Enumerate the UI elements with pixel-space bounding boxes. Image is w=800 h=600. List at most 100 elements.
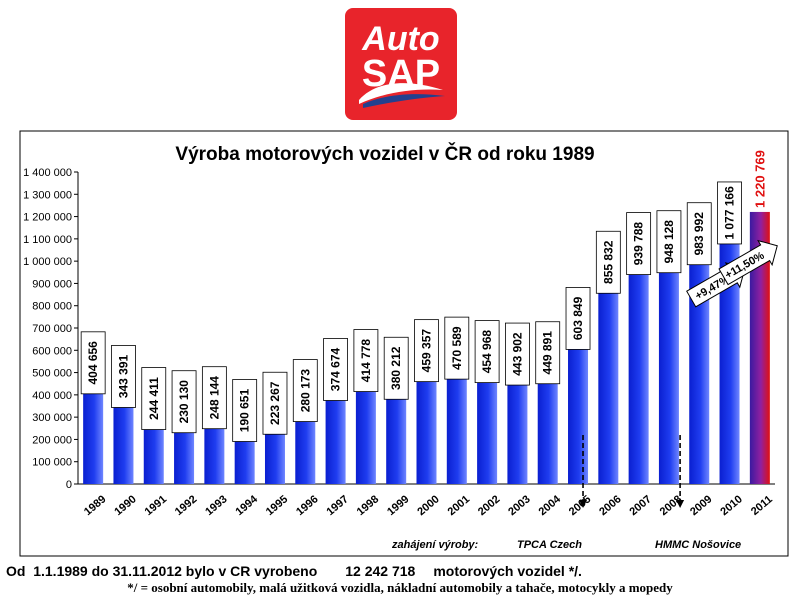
bar-1994 (234, 441, 255, 484)
value-label-2009: 983 992 (692, 212, 706, 256)
bar-2010 (719, 243, 740, 484)
value-box-1989 (80, 331, 106, 395)
bar-1993 (204, 428, 225, 484)
bar-1997 (325, 400, 346, 484)
value-box-1992 (171, 370, 197, 434)
bar-1998 (355, 391, 376, 484)
value-label-2005: 603 849 (571, 296, 585, 340)
bar-2007 (628, 274, 649, 484)
value-box-2007 (626, 212, 652, 275)
y-tick-label: 1 100 000 (23, 234, 72, 246)
annotation-tpca: TPCA Czech (517, 539, 582, 551)
value-box-2010 (717, 181, 742, 245)
value-label-1993: 248 144 (207, 376, 221, 420)
tpca-marker-line-arrowhead (579, 500, 588, 508)
autosap-logo: Auto SAP (345, 8, 457, 120)
value-box-2006 (595, 230, 621, 294)
bar-1989 (83, 393, 104, 484)
y-tick-label: 500 000 (32, 368, 72, 380)
bar-2006 (598, 293, 619, 484)
bar-2000 (416, 381, 437, 484)
value-label-1998: 414 778 (359, 339, 373, 383)
value-label-2006: 855 832 (601, 240, 615, 284)
y-axis: 0 100 000 200 000 300 000 400 000 500 000 600 … (23, 167, 775, 491)
summary-total: 12 242 718 (345, 563, 416, 579)
value-label-1991: 244 411 (147, 377, 161, 420)
annotation-hmmc: HMMC Nošovice (655, 539, 741, 551)
y-tick-label: 300 000 (32, 412, 72, 424)
bar-1996 (295, 421, 316, 484)
bar-1999 (386, 399, 407, 484)
summary-line: Od 1.1.1989 do 31.11.2012 bylo v CR vyro… (6, 563, 796, 581)
value-box-1994 (232, 379, 258, 442)
y-tick-label: 600 000 (32, 345, 72, 357)
y-tick-label: 1 200 000 (23, 212, 72, 224)
value-box-2003 (505, 322, 530, 386)
bar-1991 (143, 429, 164, 484)
bar-1992 (174, 432, 195, 484)
value-label-2008: 948 128 (662, 220, 676, 264)
value-box-1999 (383, 336, 409, 400)
value-box-2001 (444, 316, 470, 380)
bar-2011 (749, 211, 770, 484)
value-box-1990 (111, 345, 136, 408)
bars: 404 656 343 391 244 411 230 130 248 144 190 6… (80, 150, 770, 484)
value-box-2008 (656, 210, 682, 274)
value-box-2009 (686, 202, 712, 266)
value-box-2004 (535, 321, 561, 385)
value-box-1995 (262, 371, 288, 435)
summary-text: Od 1.1.1989 do 31.11.2012 bylo v CR vyro… (6, 563, 318, 579)
bar-2009 (689, 264, 710, 484)
value-label-1999: 380 212 (389, 346, 403, 390)
value-label-1994: 190 651 (238, 389, 252, 433)
logo-line1: Auto (361, 20, 439, 58)
value-label-2007: 939 788 (632, 222, 646, 266)
bar-2008 (658, 272, 679, 484)
footnote: */ = osobní automobily, malá užitková vo… (127, 580, 673, 595)
value-label-1990: 343 391 (116, 354, 130, 398)
value-label-2004: 449 891 (541, 331, 555, 375)
bar-1990 (113, 407, 134, 484)
value-box-1996 (292, 359, 318, 422)
chart-title: Výroba motorových vozidel v ČR od roku 1… (175, 143, 594, 165)
bar-2004 (537, 383, 558, 484)
value-label-1995: 223 267 (268, 381, 282, 425)
value-label-2011: 1 220 769 (752, 150, 767, 208)
summary-suffix: motorových vozidel */. (433, 563, 582, 579)
y-tick-label: 900 000 (32, 278, 72, 290)
production-chart: Výroba motorových vozidel v ČR od roku 1… (19, 130, 789, 557)
value-label-2003: 443 902 (510, 332, 524, 376)
value-label-1989: 404 656 (86, 341, 100, 385)
value-label-2001: 470 589 (450, 326, 464, 370)
y-tick-label: 400 000 (32, 390, 72, 402)
y-tick-label: 0 (66, 479, 72, 491)
value-box-1997 (323, 338, 348, 401)
bar-2001 (446, 379, 467, 484)
y-tick-label: 1 300 000 (23, 189, 72, 201)
value-label-2000: 459 357 (420, 329, 434, 373)
y-tick-label: 700 000 (32, 323, 72, 335)
hmmc-marker-line-arrowhead (676, 500, 685, 508)
bar-2005 (568, 349, 589, 484)
value-label-2010: 1 077 166 (723, 186, 737, 240)
value-box-1991 (141, 367, 167, 430)
value-box-2000 (414, 319, 439, 383)
value-box-2005 (565, 287, 591, 350)
value-box-1993 (201, 366, 227, 430)
logo-car-swoosh-icon (359, 83, 443, 104)
y-tick-label: 1 400 000 (23, 167, 72, 179)
logo-car-swoosh-blue-icon (363, 94, 445, 108)
y-tick-label: 1 000 000 (23, 256, 72, 268)
y-tick-label: 100 000 (32, 457, 72, 469)
annotation-production-start: zahájení výroby: (391, 539, 479, 551)
bar-2003 (507, 385, 528, 484)
bar-2002 (477, 382, 498, 484)
value-label-1992: 230 130 (177, 380, 191, 424)
value-box-1998 (353, 329, 379, 392)
value-label-2002: 454 968 (480, 330, 494, 374)
y-tick-label: 800 000 (32, 301, 72, 313)
value-box-2002 (474, 320, 500, 384)
value-label-1997: 374 674 (329, 347, 343, 391)
value-label-1996: 280 173 (298, 369, 312, 413)
y-tick-label: 200 000 (32, 434, 72, 446)
